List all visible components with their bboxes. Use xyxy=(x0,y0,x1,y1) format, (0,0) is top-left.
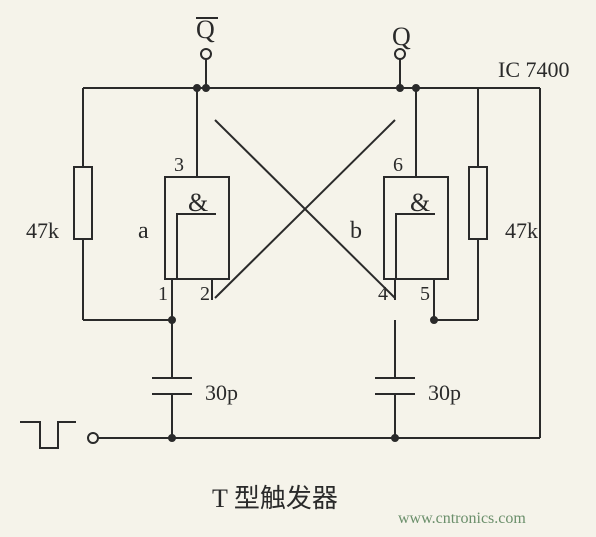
resistor-left xyxy=(73,166,93,240)
pin-2-label: 2 xyxy=(200,283,210,306)
output-q-bar-label: Q xyxy=(196,15,215,45)
gate-b-label: b xyxy=(350,218,362,245)
diagram-title: T 型触发器 xyxy=(212,478,338,515)
resistor-left-value: 47k xyxy=(26,218,59,244)
pin-5-label: 5 xyxy=(420,283,430,306)
output-q-label: Q xyxy=(392,22,411,52)
pin-3-label: 3 xyxy=(174,154,184,177)
gate-a-symbol: & xyxy=(188,188,208,218)
resistor-right-value: 47k xyxy=(505,218,538,244)
ic-label: IC 7400 xyxy=(498,57,570,83)
gate-b-symbol: & xyxy=(410,188,430,218)
capacitor-left-value: 30p xyxy=(205,380,238,406)
watermark: www.cntronics.com xyxy=(398,510,526,528)
gate-a-label: a xyxy=(138,218,149,245)
pin-6-label: 6 xyxy=(393,154,403,177)
pin-1-label: 1 xyxy=(158,283,168,306)
pin-4-label: 4 xyxy=(378,283,388,306)
resistor-right xyxy=(468,166,488,240)
capacitor-right-value: 30p xyxy=(428,380,461,406)
